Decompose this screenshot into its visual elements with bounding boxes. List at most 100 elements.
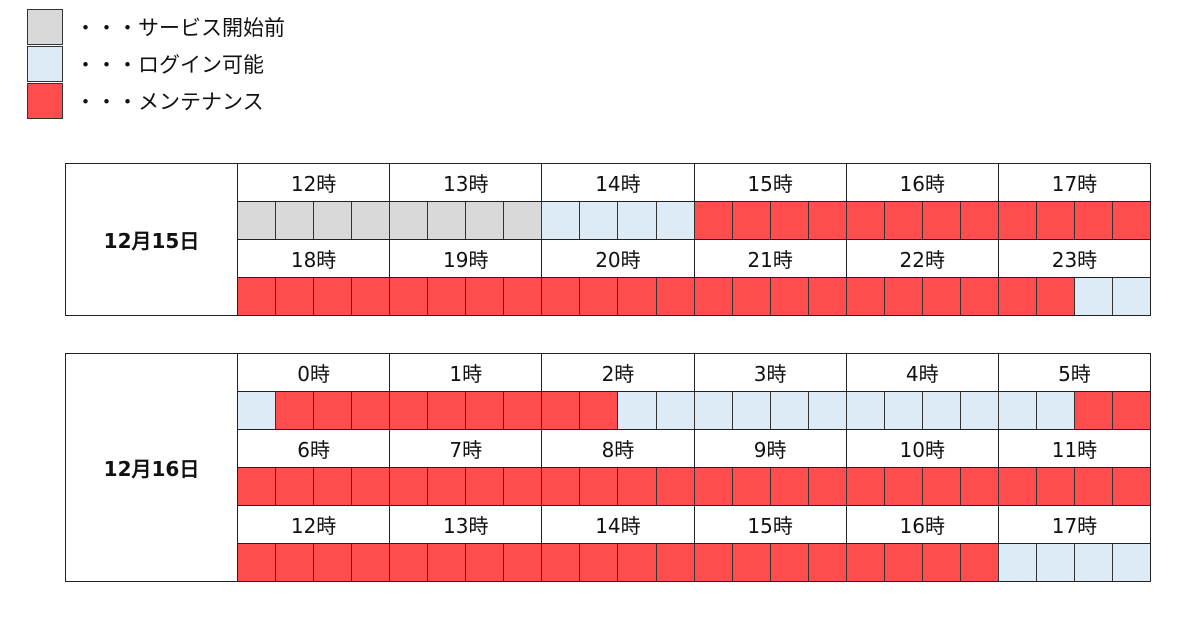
legend-label: ・・・メンテナンス (75, 90, 264, 114)
time-slot-maint (466, 468, 505, 505)
legend-swatch-maintenance (27, 83, 63, 119)
hour-label: 4時 (847, 354, 999, 391)
time-slot-maint (846, 278, 885, 315)
time-slot-maint (618, 468, 657, 505)
time-slot-login (542, 202, 581, 239)
legend-item-login-available: ・・・ログイン可能 (27, 46, 285, 82)
hour-label: 20時 (542, 240, 695, 277)
hour-label: 1時 (390, 354, 543, 391)
time-slot-maint (770, 278, 809, 315)
time-slot-maint (580, 468, 619, 505)
hour-label: 12時 (238, 164, 391, 201)
hour-label: 18時 (238, 240, 391, 277)
hour-label: 16時 (847, 164, 999, 201)
time-slot-maint (1113, 202, 1151, 239)
legend-swatch-before-service (27, 9, 63, 45)
time-slot-maint (846, 202, 885, 239)
time-slot-maint (428, 544, 467, 581)
time-slot-login (656, 392, 695, 429)
hour-label: 5時 (1058, 362, 1091, 386)
time-slot-login (1036, 392, 1076, 429)
legend-label: ・・・ログイン可能 (75, 53, 264, 77)
time-slot-maint (922, 544, 961, 581)
time-slot-maint (1036, 468, 1076, 505)
time-slot-maint (960, 278, 999, 315)
hour-label: 12時 (238, 506, 391, 543)
time-slot-maint (504, 278, 543, 315)
time-slot-maint (846, 468, 885, 505)
time-slot-login (1113, 278, 1151, 315)
hour-header-row: 12時 13時 14時 15時 16時 17時 (238, 164, 1150, 202)
time-slot-before (314, 202, 353, 239)
time-slot-maint (694, 544, 733, 581)
time-slot-maint (732, 278, 771, 315)
time-slot-maint (732, 202, 771, 239)
time-slot-login (808, 392, 847, 429)
schedule-rows: 12時 13時 14時 15時 16時 17時 18時 19時 20時 21時 22時 23時 (238, 164, 1151, 315)
hour-label: 15時 (695, 164, 847, 201)
time-slot-maint (1075, 392, 1114, 429)
time-slot-maint (618, 544, 657, 581)
time-slot-maint (352, 392, 391, 429)
time-slot-login (998, 544, 1037, 581)
time-slot-maint (694, 202, 733, 239)
time-slot-login (960, 392, 999, 429)
time-slot-login (618, 392, 657, 429)
hour-header-row: 18時 19時 20時 21時 22時 23時 (238, 240, 1150, 278)
hour-header-row: 6時 7時 8時 9時 10時 11時 (238, 430, 1150, 468)
schedule-table-day-2: 12月16日 0時 1時 2時 3時 4時 5時 6時 7時 8時 9時 10時 11時 12時 13時 1… (65, 353, 1151, 582)
time-slot-maint (276, 278, 315, 315)
hour-label: 21時 (695, 240, 847, 277)
hour-label: 17時 (1051, 514, 1098, 538)
time-slot-login (580, 202, 619, 239)
slot-row (238, 392, 1151, 430)
hour-label: 17時 (1051, 172, 1098, 196)
time-slot-maint (960, 468, 999, 505)
time-slot-before (428, 202, 467, 239)
time-slot-maint (390, 468, 429, 505)
hour-label: 2時 (542, 354, 695, 391)
time-slot-maint (922, 278, 961, 315)
time-slot-maint (770, 202, 809, 239)
time-slot-login (694, 392, 733, 429)
schedule-table-day-1: 12月15日 12時 13時 14時 15時 16時 17時 18時 19時 20時 21時 22時… (65, 163, 1151, 316)
schedule-rows: 0時 1時 2時 3時 4時 5時 6時 7時 8時 9時 10時 11時 12時 13時 14時 15時 16… (238, 354, 1151, 581)
time-slot-maint (580, 544, 619, 581)
time-slot-maint (542, 544, 581, 581)
hour-label: 19時 (390, 240, 543, 277)
slot-row (238, 202, 1151, 240)
time-slot-maint (960, 202, 999, 239)
time-slot-maint (656, 544, 695, 581)
hour-label: 14時 (542, 164, 695, 201)
time-slot-maint (960, 544, 999, 581)
time-slot-maint (1075, 202, 1114, 239)
time-slot-maint (694, 468, 733, 505)
hour-label: 10時 (847, 430, 999, 467)
time-slot-maint (428, 278, 467, 315)
time-slot-maint (884, 544, 923, 581)
time-slot-login (884, 392, 923, 429)
time-slot-before (390, 202, 429, 239)
time-slot-before (276, 202, 315, 239)
time-slot-maint (352, 278, 391, 315)
legend: ・・・サービス開始前 ・・・ログイン可能 ・・・メンテナンス (27, 9, 285, 120)
legend-label: ・・・サービス開始前 (75, 16, 285, 40)
time-slot-maint (656, 278, 695, 315)
time-slot-maint (884, 202, 923, 239)
time-slot-maint (580, 392, 619, 429)
time-slot-maint (390, 392, 429, 429)
time-slot-maint (542, 468, 581, 505)
time-slot-maint (276, 468, 315, 505)
time-slot-maint (694, 278, 733, 315)
time-slot-login (656, 202, 695, 239)
time-slot-maint (428, 468, 467, 505)
time-slot-maint (1075, 468, 1114, 505)
time-slot-maint (1036, 278, 1076, 315)
legend-item-before-service: ・・・サービス開始前 (27, 9, 285, 45)
time-slot-maint (1113, 468, 1151, 505)
time-slot-maint (504, 468, 543, 505)
time-slot-maint (542, 278, 581, 315)
time-slot-maint (276, 392, 315, 429)
hour-label: 13時 (390, 164, 543, 201)
time-slot-maint (1113, 392, 1151, 429)
